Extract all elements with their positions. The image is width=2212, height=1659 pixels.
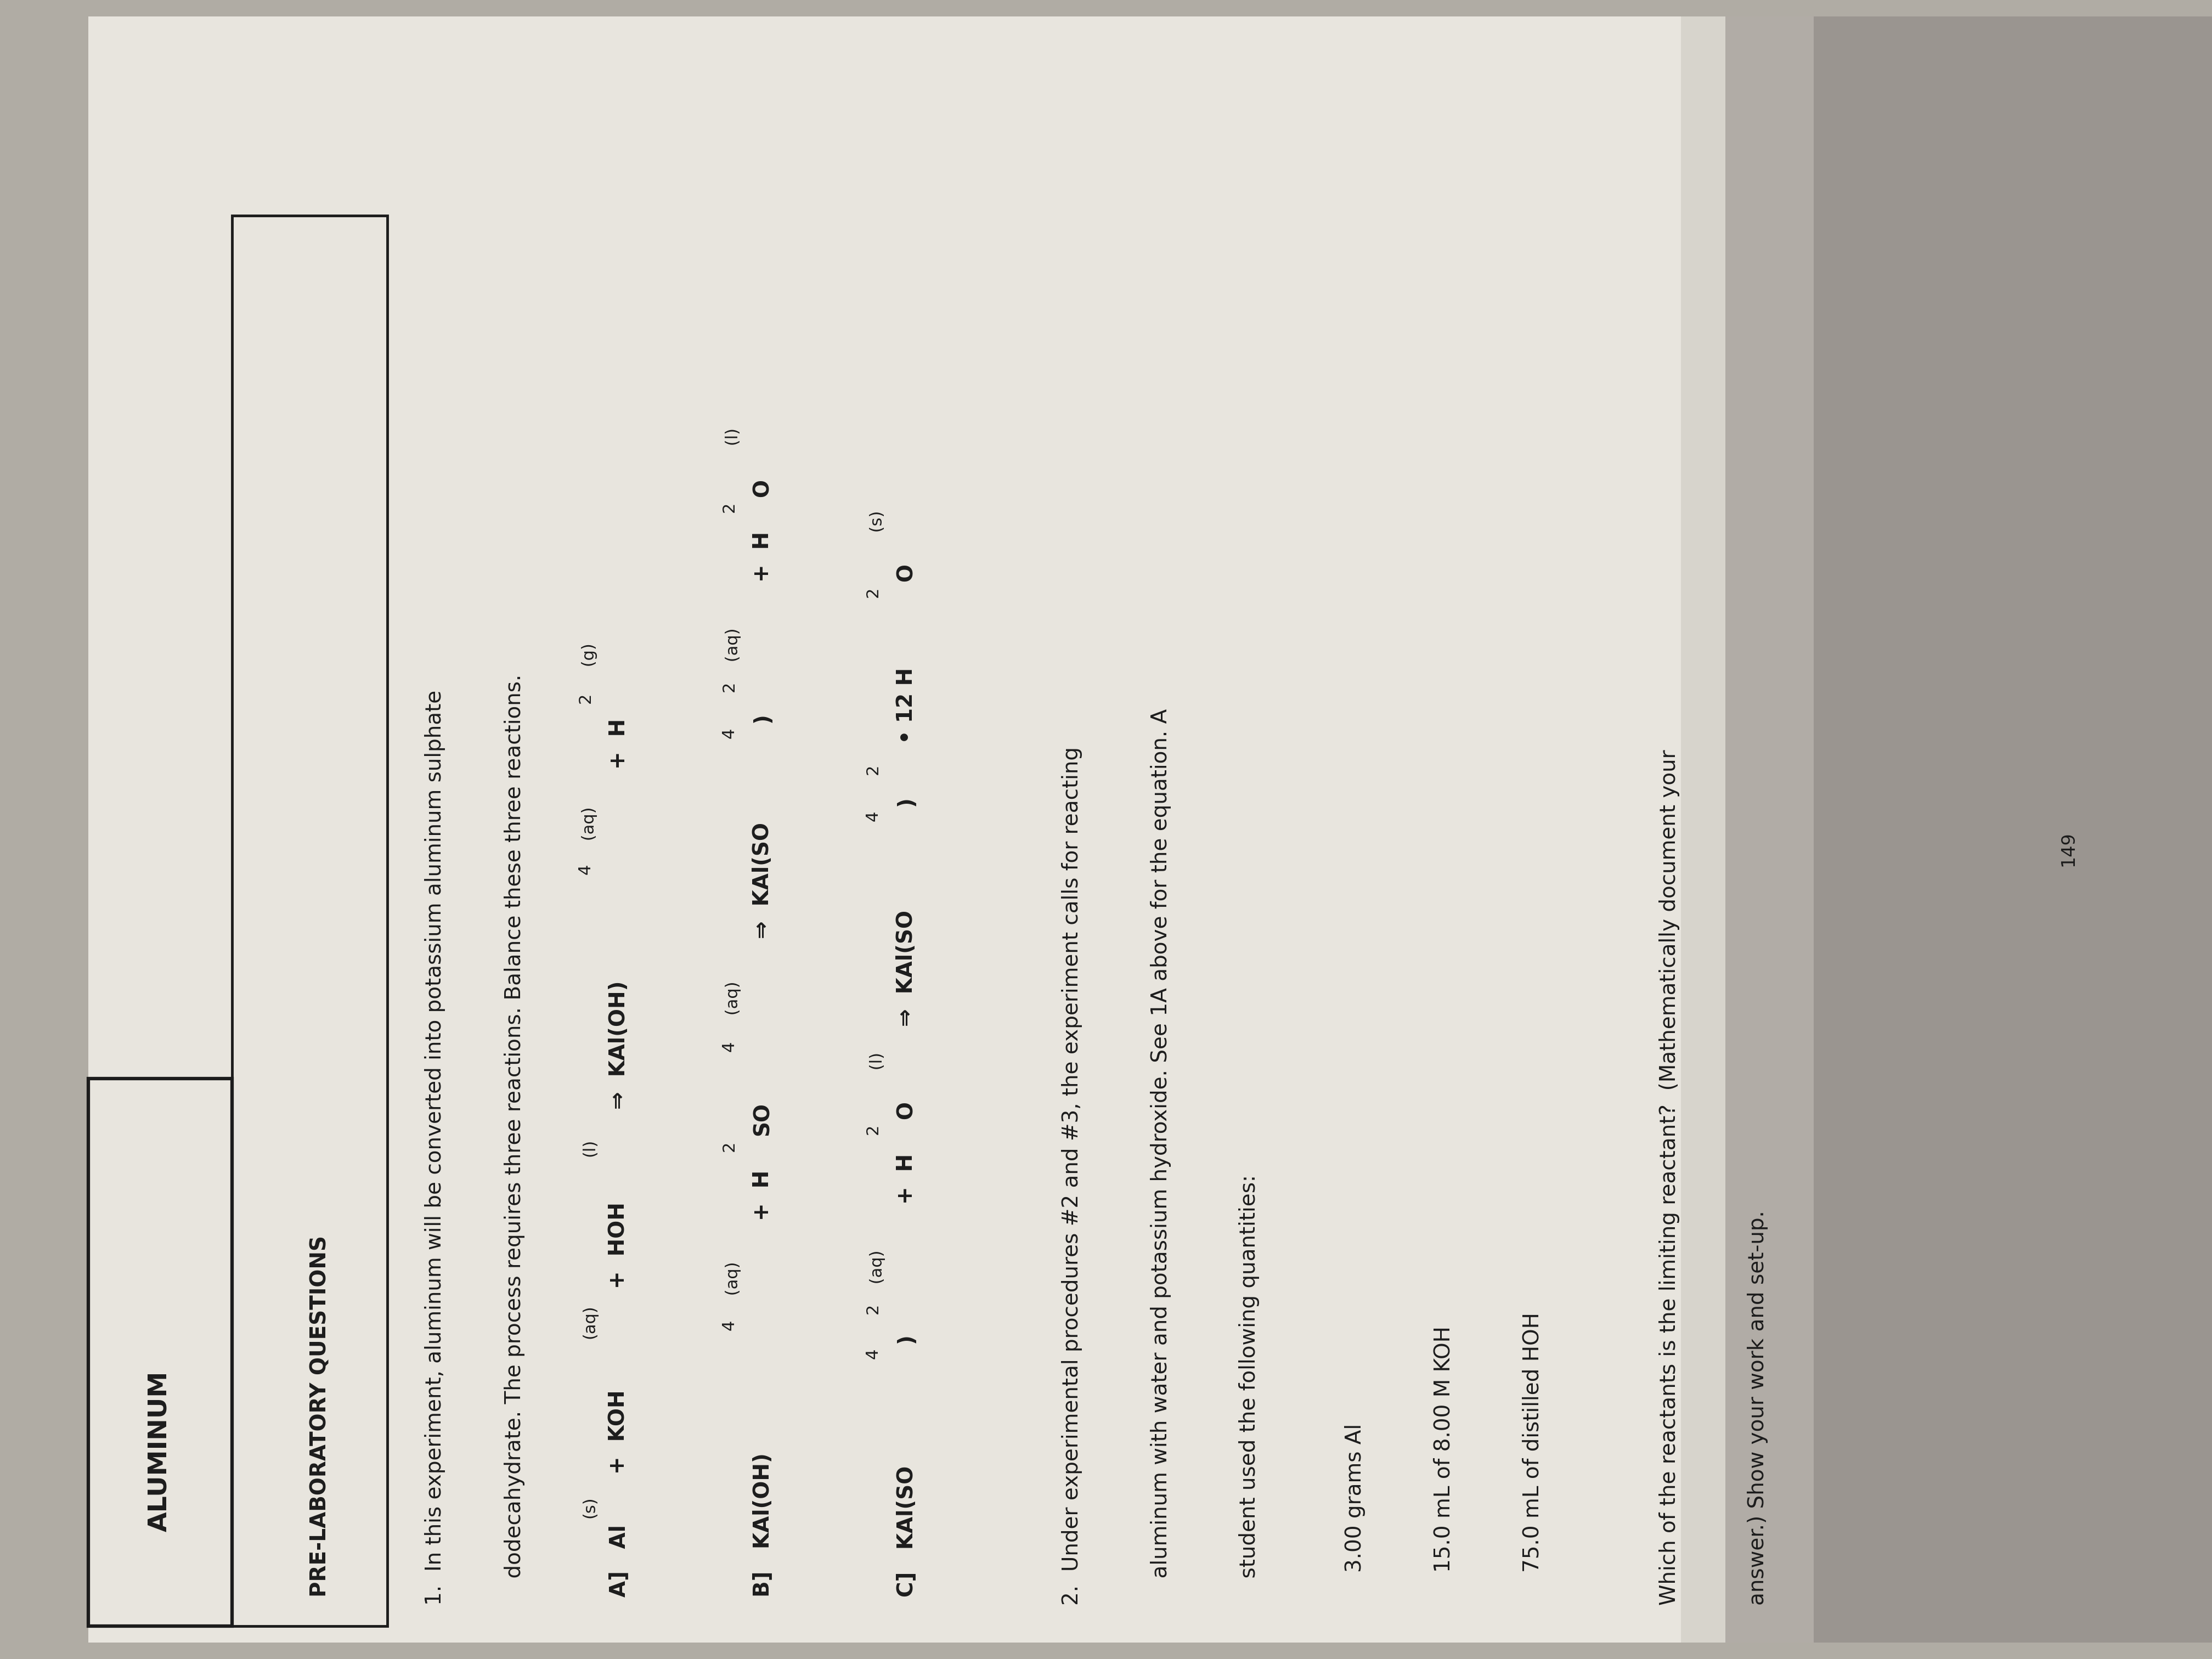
Text: 4: 4	[865, 1349, 880, 1359]
Text: • 12 H: • 12 H	[896, 667, 916, 752]
Text: B]   KAl(OH): B] KAl(OH)	[752, 1453, 772, 1598]
Text: ⇒  KAl(SO: ⇒ KAl(SO	[896, 911, 916, 1042]
Text: 149: 149	[2059, 831, 2077, 866]
Text: +  H: + H	[752, 1170, 772, 1236]
Text: 15.0 mL of 8.00 M KOH: 15.0 mL of 8.00 M KOH	[1433, 1326, 1453, 1573]
Text: O: O	[896, 1102, 916, 1120]
Text: 4: 4	[721, 1042, 737, 1052]
Text: 2: 2	[865, 765, 880, 775]
Text: A]   Al: A] Al	[608, 1525, 628, 1598]
Text: (aq): (aq)	[726, 627, 741, 667]
Text: (g): (g)	[582, 644, 597, 672]
Text: 2: 2	[865, 1304, 880, 1314]
Text: 2: 2	[577, 693, 593, 703]
Text: ALUMINUM: ALUMINUM	[146, 1370, 173, 1531]
Text: dodecahydrate. The process requires three reactions. Balance these three reactio: dodecahydrate. The process requires thre…	[504, 674, 524, 1606]
Text: (l): (l)	[582, 1138, 597, 1156]
Text: 1.  In this experiment, aluminum will be converted into potassium aluminum sulph: 1. In this experiment, aluminum will be …	[425, 690, 445, 1606]
Text: answer.) Show your work and set-up.: answer.) Show your work and set-up.	[1747, 1211, 1767, 1606]
Text: 2: 2	[865, 1125, 880, 1135]
Text: (aq): (aq)	[582, 806, 597, 846]
Bar	[1681, 17, 1814, 1642]
Text: ): )	[896, 796, 916, 806]
Text: 2.  Under experimental procedures #2 and #3, the experiment calls for reacting: 2. Under experimental procedures #2 and …	[1062, 747, 1082, 1606]
Text: (aq): (aq)	[582, 1306, 597, 1339]
Text: ): )	[896, 1334, 916, 1344]
Text: 4: 4	[721, 728, 737, 738]
Text: Which of the reactants is the limiting reactant?  (Mathematically document your: Which of the reactants is the limiting r…	[1659, 750, 1679, 1606]
Text: aluminum with water and potassium hydroxide. See 1A above for the equation. A: aluminum with water and potassium hydrox…	[1150, 708, 1170, 1606]
Bar	[1725, 17, 2212, 1642]
Text: 4: 4	[721, 1321, 737, 1331]
Text: 75.0 mL of distilled HOH: 75.0 mL of distilled HOH	[1522, 1312, 1542, 1573]
Text: student used the following quantities:: student used the following quantities:	[1239, 1175, 1259, 1606]
Text: ⇒  KAl(SO: ⇒ KAl(SO	[752, 823, 772, 954]
Text: 2: 2	[865, 587, 880, 597]
Text: (s): (s)	[869, 511, 885, 538]
Text: (l): (l)	[726, 428, 741, 451]
Text: (l): (l)	[869, 1052, 885, 1075]
Text: ): )	[752, 713, 772, 723]
Text: 4: 4	[577, 864, 593, 874]
Text: 4: 4	[865, 811, 880, 821]
Text: +  H: + H	[608, 718, 628, 785]
Text: +  KOH: + KOH	[608, 1390, 628, 1490]
Text: PRE-LABORATORY QUESTIONS: PRE-LABORATORY QUESTIONS	[310, 1236, 330, 1598]
Text: +  H: + H	[896, 1153, 916, 1219]
Text: (aq): (aq)	[726, 980, 741, 1020]
Text: 2: 2	[721, 1141, 737, 1151]
Text: 2: 2	[721, 503, 737, 513]
Text: (aq): (aq)	[726, 1261, 741, 1301]
Text: O: O	[752, 479, 772, 498]
Text: (aq): (aq)	[869, 1249, 885, 1289]
Text: SO: SO	[752, 1102, 772, 1136]
Text: +  HOH: + HOH	[608, 1203, 628, 1304]
Text: 2: 2	[721, 682, 737, 692]
Text: O: O	[896, 564, 916, 582]
Text: ⇒  KAl(OH): ⇒ KAl(OH)	[608, 980, 628, 1125]
Text: (s): (s)	[582, 1496, 597, 1518]
Bar	[88, 17, 1770, 1642]
Text: +  H: + H	[752, 531, 772, 597]
Text: C]   KAl(SO: C] KAl(SO	[896, 1467, 916, 1598]
Text: 3.00 grams Al: 3.00 grams Al	[1345, 1423, 1365, 1573]
